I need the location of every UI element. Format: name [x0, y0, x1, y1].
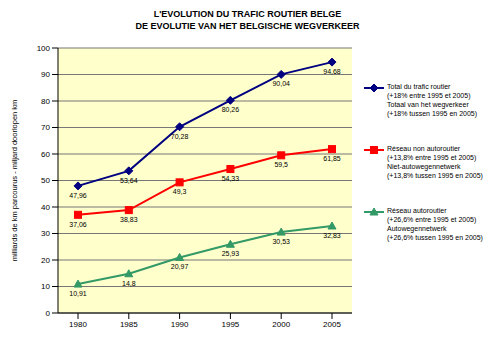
svg-text:10,91: 10,91 [69, 290, 87, 297]
svg-text:40: 40 [41, 203, 50, 212]
svg-text:80: 80 [41, 97, 50, 106]
svg-text:80,26: 80,26 [222, 106, 240, 113]
svg-text:2000: 2000 [272, 320, 290, 329]
svg-text:20: 20 [41, 256, 50, 265]
html-text:(+26,6% tussen 1995 en 2005): (+26,6% tussen 1995 en 2005) [387, 234, 483, 241]
html-text:(+18% tussen 1995 en 2005): (+18% tussen 1995 en 2005) [387, 110, 478, 117]
svg-text:59,5: 59,5 [274, 161, 288, 168]
svg-text:61,85: 61,85 [323, 155, 341, 162]
svg-text:1995: 1995 [222, 320, 240, 329]
svg-text:20,97: 20,97 [171, 263, 189, 270]
svg-text:54,33: 54,33 [222, 175, 240, 182]
svg-text:94,68: 94,68 [323, 68, 341, 75]
html-text:DE EVOLUTIE VAN HET BELGISCHE: DE EVOLUTIE VAN HET BELGISCHE WEGVERKEER [135, 21, 360, 31]
html-text:Autowegennetwerk: Autowegennetwerk [387, 225, 447, 232]
svg-text:milliards de km parcourus - mi: milliards de km parcourus - miljard door… [10, 100, 19, 262]
svg-text:90,04: 90,04 [272, 80, 290, 87]
html-text:Niet-autowegennetwerk: Niet-autowegennetwerk [387, 163, 461, 170]
svg-text:37,06: 37,06 [69, 221, 87, 228]
svg-text:30: 30 [41, 229, 50, 238]
svg-text:25,93: 25,93 [222, 250, 240, 257]
svg-text:53,64: 53,64 [120, 177, 138, 184]
html-text:(+13,8% entre 1995 et 2005): (+13,8% entre 1995 et 2005) [387, 154, 477, 161]
svg-text:50: 50 [41, 176, 50, 185]
html-text:Réseau autoroutier: Réseau autoroutier [387, 207, 447, 214]
svg-text:1980: 1980 [69, 320, 87, 329]
html-text:(+18% entre 1995 et 2005): (+18% entre 1995 et 2005) [387, 92, 471, 99]
svg-text:14,8: 14,8 [122, 280, 136, 287]
svg-text:1990: 1990 [171, 320, 189, 329]
svg-text:100: 100 [37, 44, 51, 53]
svg-text:2005: 2005 [323, 320, 341, 329]
svg-text:0: 0 [46, 309, 51, 318]
svg-text:49,3: 49,3 [173, 188, 187, 195]
html-text:L'EVOLUTION DU TRAFIC ROUTIER: L'EVOLUTION DU TRAFIC ROUTIER BELGE [153, 9, 342, 19]
svg-text:38,83: 38,83 [120, 216, 138, 223]
svg-text:60: 60 [41, 150, 50, 159]
svg-text:47,96: 47,96 [69, 192, 87, 199]
svg-text:30,53: 30,53 [272, 238, 290, 245]
svg-text:90: 90 [41, 70, 50, 79]
svg-text:1985: 1985 [120, 320, 138, 329]
html-text:(+13,8% tussen 1995 en 2005): (+13,8% tussen 1995 en 2005) [387, 172, 483, 179]
svg-text:10: 10 [41, 282, 50, 291]
html-text:Totaal van het wegverkeer: Totaal van het wegverkeer [387, 101, 469, 108]
html-text:Réseau non autoroutier: Réseau non autoroutier [387, 145, 461, 152]
html-text:(+26,6% entre 1995 et 2005): (+26,6% entre 1995 et 2005) [387, 216, 477, 223]
svg-text:70: 70 [41, 123, 50, 132]
html-text:Total du trafic routier: Total du trafic routier [387, 83, 451, 90]
svg-text:70,28: 70,28 [171, 133, 189, 140]
svg-text:32,83: 32,83 [323, 232, 341, 239]
